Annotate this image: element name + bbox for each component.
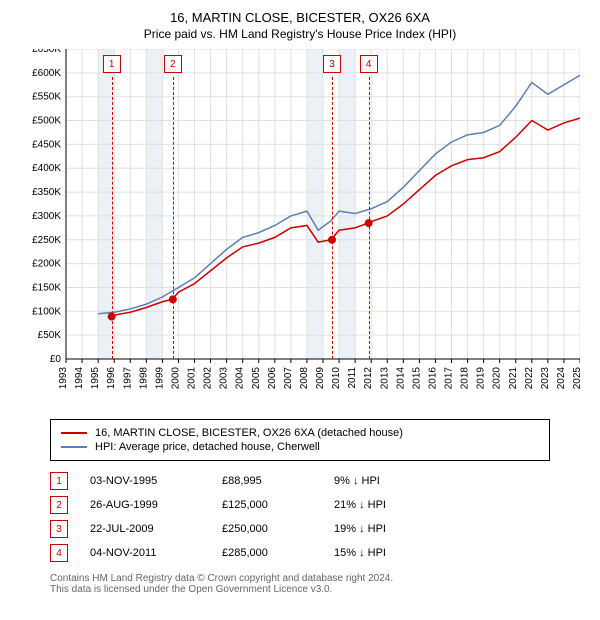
svg-text:1999: 1999	[154, 367, 165, 390]
svg-text:2022: 2022	[524, 367, 535, 390]
svg-text:2024: 2024	[556, 367, 567, 390]
svg-text:£550K: £550K	[32, 92, 61, 103]
flag-line	[112, 77, 113, 359]
svg-text:1993: 1993	[58, 367, 69, 390]
svg-text:2016: 2016	[427, 367, 438, 390]
svg-text:2013: 2013	[379, 367, 390, 390]
svg-text:£500K: £500K	[32, 116, 61, 127]
svg-text:£600K: £600K	[32, 68, 61, 79]
svg-text:2000: 2000	[170, 367, 181, 390]
svg-text:£450K: £450K	[32, 139, 61, 150]
svg-text:2002: 2002	[203, 367, 214, 390]
tx-num-badge: 3	[50, 520, 68, 538]
svg-text:£350K: £350K	[32, 187, 61, 198]
tx-delta: 21% ↓ HPI	[334, 499, 386, 511]
svg-text:2006: 2006	[267, 367, 278, 390]
footer-line2: This data is licensed under the Open Gov…	[50, 584, 550, 595]
svg-text:2014: 2014	[395, 367, 406, 390]
table-row: 3 22-JUL-2009 £250,000 19% ↓ HPI	[50, 517, 550, 541]
flag-line	[332, 77, 333, 359]
svg-text:2011: 2011	[347, 367, 358, 389]
transaction-table: 1 03-NOV-1995 £88,995 9% ↓ HPI 2 26-AUG-…	[50, 469, 550, 565]
svg-text:1997: 1997	[122, 367, 133, 390]
flag-marker: 2	[164, 55, 182, 73]
flag-marker: 1	[103, 55, 121, 73]
tx-date: 03-NOV-1995	[90, 475, 200, 487]
footer-line1: Contains HM Land Registry data © Crown c…	[50, 573, 550, 584]
legend-box: 16, MARTIN CLOSE, BICESTER, OX26 6XA (de…	[50, 419, 550, 461]
svg-text:2009: 2009	[315, 367, 326, 390]
svg-text:£200K: £200K	[32, 259, 61, 270]
flag-line	[173, 77, 174, 359]
tx-price: £88,995	[222, 475, 312, 487]
table-row: 4 04-NOV-2011 £285,000 15% ↓ HPI	[50, 541, 550, 565]
legend-row-hpi: HPI: Average price, detached house, Cher…	[61, 440, 539, 454]
svg-text:£100K: £100K	[32, 306, 61, 317]
tx-date: 04-NOV-2011	[90, 547, 200, 559]
footer-credits: Contains HM Land Registry data © Crown c…	[50, 573, 550, 595]
tx-num-badge: 4	[50, 544, 68, 562]
legend-row-property: 16, MARTIN CLOSE, BICESTER, OX26 6XA (de…	[61, 426, 539, 440]
svg-text:1996: 1996	[106, 367, 117, 390]
svg-text:2020: 2020	[492, 367, 503, 390]
svg-text:2017: 2017	[444, 367, 455, 390]
tx-price: £125,000	[222, 499, 312, 511]
svg-text:2007: 2007	[283, 367, 294, 390]
tx-delta: 9% ↓ HPI	[334, 475, 380, 487]
tx-date: 22-JUL-2009	[90, 523, 200, 535]
svg-text:2005: 2005	[251, 367, 262, 390]
legend-swatch-property	[61, 432, 87, 434]
chart-title-line1: 16, MARTIN CLOSE, BICESTER, OX26 6XA	[10, 10, 590, 25]
tx-delta: 15% ↓ HPI	[334, 547, 386, 559]
tx-price: £285,000	[222, 547, 312, 559]
chart-container: £0 £50K £100K £150K £200K £250K £300K £350K £400…	[20, 49, 580, 409]
svg-text:2018: 2018	[460, 367, 471, 390]
svg-text:2019: 2019	[476, 367, 487, 390]
tx-num-badge: 2	[50, 496, 68, 514]
chart-title-line2: Price paid vs. HM Land Registry's House …	[10, 27, 590, 41]
flag-marker: 4	[360, 55, 378, 73]
svg-text:2008: 2008	[299, 367, 310, 390]
svg-text:£150K: £150K	[32, 282, 61, 293]
svg-text:2001: 2001	[187, 367, 198, 390]
tx-price: £250,000	[222, 523, 312, 535]
svg-text:2023: 2023	[540, 367, 551, 390]
svg-text:£0: £0	[50, 354, 62, 365]
svg-text:2012: 2012	[363, 367, 374, 390]
legend-label-hpi: HPI: Average price, detached house, Cher…	[95, 441, 320, 453]
table-row: 2 26-AUG-1999 £125,000 21% ↓ HPI	[50, 493, 550, 517]
svg-text:£250K: £250K	[32, 235, 61, 246]
tx-num-badge: 1	[50, 472, 68, 490]
svg-text:2010: 2010	[331, 367, 342, 390]
legend-swatch-hpi	[61, 446, 87, 448]
flag-line	[369, 77, 370, 359]
svg-text:2003: 2003	[219, 367, 230, 390]
svg-text:1995: 1995	[90, 367, 101, 390]
svg-text:£400K: £400K	[32, 163, 61, 174]
svg-text:£650K: £650K	[32, 49, 61, 55]
svg-text:1998: 1998	[138, 367, 149, 390]
legend-label-property: 16, MARTIN CLOSE, BICESTER, OX26 6XA (de…	[95, 427, 403, 439]
flag-marker: 3	[323, 55, 341, 73]
tx-delta: 19% ↓ HPI	[334, 523, 386, 535]
chart-svg: £0 £50K £100K £150K £200K £250K £300K £350K £400…	[20, 49, 580, 409]
svg-text:2004: 2004	[235, 367, 246, 390]
table-row: 1 03-NOV-1995 £88,995 9% ↓ HPI	[50, 469, 550, 493]
tx-date: 26-AUG-1999	[90, 499, 200, 511]
svg-text:2021: 2021	[508, 367, 519, 390]
svg-text:2025: 2025	[572, 367, 580, 390]
svg-text:2015: 2015	[411, 367, 422, 390]
svg-text:£50K: £50K	[38, 330, 62, 341]
svg-text:1994: 1994	[74, 367, 85, 390]
svg-text:£300K: £300K	[32, 211, 61, 222]
